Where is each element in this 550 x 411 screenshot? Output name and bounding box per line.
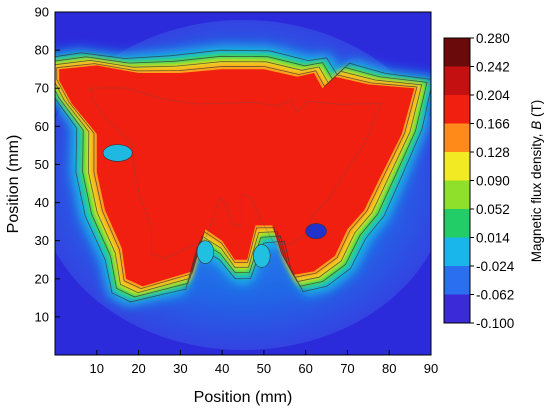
colorbar-tick-label: 0.090	[476, 174, 510, 189]
inner-low-field-regions	[102, 144, 327, 268]
colorbar-label: Magnetic flux density, B (T)	[529, 100, 544, 263]
low-field-spot	[196, 240, 215, 264]
x-tick-label: 40	[215, 361, 229, 376]
y-tick-label: 60	[35, 119, 49, 134]
x-tick-label: 60	[298, 361, 312, 376]
y-tick-label: 90	[35, 5, 49, 20]
plot-area	[55, 12, 431, 355]
x-tick-label: 80	[382, 361, 396, 376]
colorbar-tick-label: -0.062	[476, 288, 514, 303]
y-tick-label: 30	[35, 233, 49, 248]
contour-line-inner	[90, 87, 382, 259]
colorbar-band	[444, 294, 470, 324]
colorbar-tick-label: 0.014	[476, 231, 510, 246]
y-axis-ticks: 10 20 30 40 50 60 70 80 90	[35, 5, 60, 324]
colorbar-band	[444, 266, 470, 295]
colorbar-band	[444, 38, 470, 67]
x-tick-label: 50	[257, 361, 271, 376]
contour-line	[55, 49, 431, 303]
y-tick-label: 80	[35, 43, 49, 58]
colorbar-tick-label: 0.128	[476, 145, 510, 160]
colorbar-tick-label: -0.100	[476, 316, 514, 331]
colorbar-ticks: 0.280 0.242 0.204 0.166 0.128 0.090 0.052 0.014…	[470, 31, 515, 331]
colorbar-band	[444, 95, 470, 124]
colorbar-band	[444, 180, 470, 210]
x-tick-label: 20	[131, 361, 145, 376]
y-tick-label: 70	[35, 81, 49, 96]
y-tick-label: 10	[35, 309, 49, 324]
colorbar-band	[444, 237, 470, 267]
contour-line	[55, 55, 428, 298]
low-field-spot	[253, 244, 271, 268]
colorbar-tick-label: 0.280	[476, 31, 510, 46]
plot-frame	[54, 11, 432, 356]
colorbar-tick-label: 0.242	[476, 60, 510, 75]
low-field-spot	[102, 144, 133, 162]
x-tick-label: 10	[90, 361, 104, 376]
contour-lines	[55, 49, 431, 303]
colorbar	[444, 38, 470, 324]
x-tick-label: 30	[173, 361, 187, 376]
colorbar-band	[444, 123, 470, 153]
colorbar-band	[444, 209, 470, 238]
colorbar-tick-label: 0.204	[476, 88, 510, 103]
contour-line	[56, 63, 418, 290]
colorbar-tick-label: 0.166	[476, 117, 510, 132]
colorbar-tick-label: 0.052	[476, 202, 510, 217]
low-field-spot	[305, 223, 327, 240]
x-axis-ticks: 10 20 30 40 50 60 70 80 90	[90, 350, 438, 376]
y-tick-label: 40	[35, 195, 49, 210]
y-tick-label: 20	[35, 271, 49, 286]
colorbar-tick-label: -0.024	[476, 259, 515, 274]
contour-line	[55, 59, 423, 294]
y-tick-label: 50	[35, 157, 49, 172]
x-tick-label: 90	[424, 361, 438, 376]
y-axis-label: Position (mm)	[5, 135, 22, 234]
colorbar-band	[444, 66, 470, 96]
x-axis-label: Position (mm)	[194, 389, 293, 406]
x-tick-label: 70	[340, 361, 354, 376]
colorbar-band	[444, 152, 470, 181]
